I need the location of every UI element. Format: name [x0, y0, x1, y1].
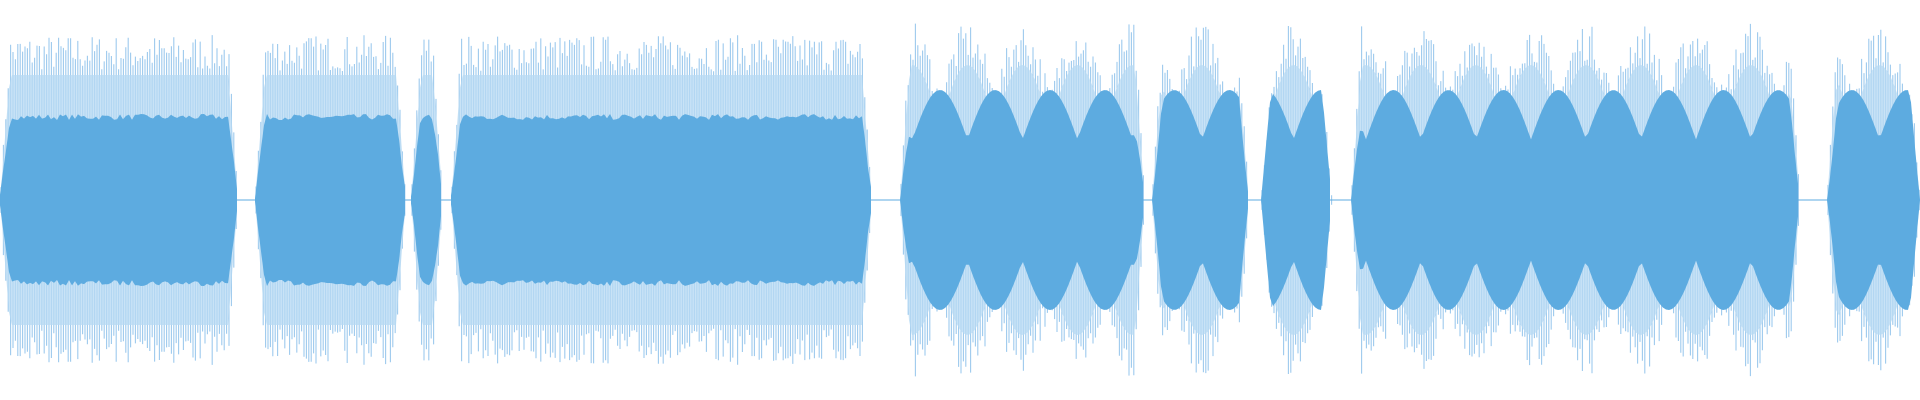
page: {} (() => { const svg = document.getElem… [0, 23, 1920, 377]
waveform [0, 23, 1920, 377]
